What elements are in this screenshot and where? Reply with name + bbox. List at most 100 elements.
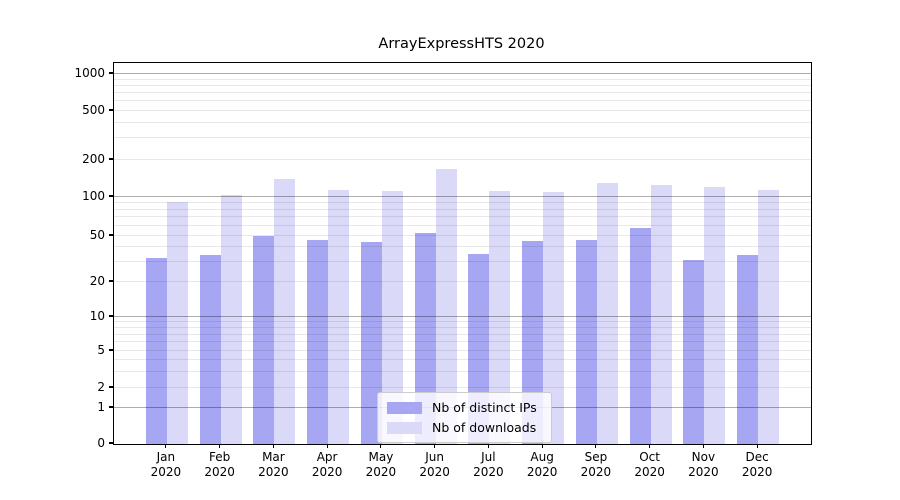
legend-swatch	[387, 401, 422, 414]
x-tick-label: Nov 2020	[673, 450, 733, 480]
x-tick-month: Sep	[584, 450, 608, 464]
minor-gridline	[114, 100, 811, 102]
x-tick-label: Jan 2020	[136, 450, 196, 480]
x-tick-year: 2020	[688, 465, 719, 479]
major-gridline	[114, 72, 811, 74]
minor-gridline	[114, 326, 811, 328]
x-tick-label: Jul 2020	[458, 450, 518, 480]
minor-gridline	[114, 281, 811, 282]
x-tick-mark	[219, 444, 221, 448]
x-tick-month: Oct	[639, 450, 660, 464]
bar-distinct-ips-apr	[307, 240, 329, 444]
y-tick-label: 0	[97, 436, 105, 450]
major-gridline	[114, 315, 811, 317]
legend-item: Nb of distinct IPs	[387, 400, 541, 415]
minor-gridline	[114, 201, 811, 203]
x-tick-label: May 2020	[351, 450, 411, 480]
bar-distinct-ips-feb	[199, 255, 221, 444]
x-tick-year: 2020	[634, 465, 665, 479]
x-tick-label: Dec 2020	[727, 450, 787, 480]
minor-gridline	[114, 208, 811, 210]
x-tick-year: 2020	[741, 465, 773, 479]
bar-downloads-apr	[328, 189, 350, 444]
bar-downloads-sep	[596, 183, 618, 444]
x-tick-month: Jan	[156, 450, 176, 464]
y-tick-mark	[109, 386, 113, 388]
major-gridline	[114, 195, 811, 197]
bar-distinct-ips-may	[360, 242, 382, 444]
y-tick-label: 1000	[74, 66, 105, 80]
y-tick-mark	[109, 349, 113, 351]
x-tick-year: 2020	[150, 465, 182, 479]
y-tick-mark	[109, 442, 113, 444]
minor-gridline	[114, 350, 811, 351]
x-tick-month: Mar	[262, 450, 285, 464]
x-tick-mark	[272, 444, 274, 448]
minor-gridline	[114, 333, 811, 335]
legend-label: Nb of distinct IPs	[432, 400, 537, 415]
x-tick-mark	[326, 444, 328, 448]
x-tick-month: Jun	[425, 450, 444, 464]
bar-distinct-ips-jun	[414, 232, 436, 444]
minor-gridline	[114, 78, 811, 80]
x-tick-mark	[702, 444, 704, 448]
y-tick-mark	[109, 234, 113, 236]
x-tick-mark	[487, 444, 489, 448]
minor-gridline	[114, 224, 811, 226]
x-tick-month: Dec	[745, 450, 769, 464]
y-tick-label: 10	[89, 309, 105, 323]
legend: Nb of distinct IPs Nb of downloads	[377, 392, 552, 443]
legend-item: Nb of downloads	[387, 420, 541, 435]
gridlines-layer	[114, 63, 811, 444]
x-tick-year: 2020	[526, 465, 558, 479]
x-tick-label: Mar 2020	[243, 450, 303, 480]
minor-gridline	[114, 216, 811, 218]
bar-downloads-feb	[220, 195, 242, 444]
minor-gridline	[114, 260, 811, 262]
x-tick-month: Feb	[208, 450, 231, 464]
x-tick-mark	[649, 444, 651, 448]
x-tick-month: Nov	[691, 450, 716, 464]
bar-downloads-jul	[489, 190, 511, 444]
bar-downloads-nov	[704, 187, 726, 444]
x-tick-label: Sep 2020	[566, 450, 626, 480]
y-tick-mark	[109, 158, 113, 160]
x-tick-month: Aug	[530, 450, 554, 464]
x-tick-mark	[165, 444, 167, 448]
plot-area: Nb of distinct IPs Nb of downloads	[113, 62, 812, 445]
minor-gridline	[114, 121, 811, 123]
bar-downloads-may	[381, 191, 403, 444]
minor-gridline	[114, 321, 811, 323]
x-tick-year: 2020	[311, 465, 343, 479]
x-tick-year: 2020	[473, 465, 504, 479]
y-tick-label: 100	[82, 189, 105, 203]
x-tick-year: 2020	[258, 465, 289, 479]
legend-swatch	[387, 421, 422, 434]
bar-distinct-ips-nov	[683, 260, 705, 444]
y-tick-label: 20	[89, 274, 105, 288]
x-tick-year: 2020	[204, 465, 235, 479]
minor-gridline	[114, 137, 811, 139]
bar-distinct-ips-jan	[145, 258, 167, 444]
y-tick-label: 50	[89, 228, 105, 242]
y-tick-label: 2	[97, 380, 105, 394]
minor-gridline	[114, 359, 811, 360]
x-tick-label: Aug 2020	[512, 450, 572, 480]
bar-distinct-ips-mar	[253, 236, 275, 444]
x-tick-year: 2020	[365, 465, 397, 479]
y-tick-mark	[109, 195, 113, 197]
legend-label: Nb of downloads	[432, 420, 537, 435]
x-tick-year: 2020	[580, 465, 612, 479]
x-tick-label: Feb 2020	[190, 450, 250, 480]
bar-downloads-jun	[435, 169, 457, 444]
minor-gridline	[114, 159, 811, 160]
minor-gridline	[114, 92, 811, 93]
x-tick-month: May	[368, 450, 394, 464]
bar-downloads-oct	[650, 184, 672, 444]
x-tick-mark	[541, 444, 543, 448]
minor-gridline	[114, 387, 811, 388]
bar-distinct-ips-sep	[575, 240, 597, 444]
x-tick-label: Apr 2020	[297, 450, 357, 480]
bar-downloads-mar	[274, 179, 296, 444]
